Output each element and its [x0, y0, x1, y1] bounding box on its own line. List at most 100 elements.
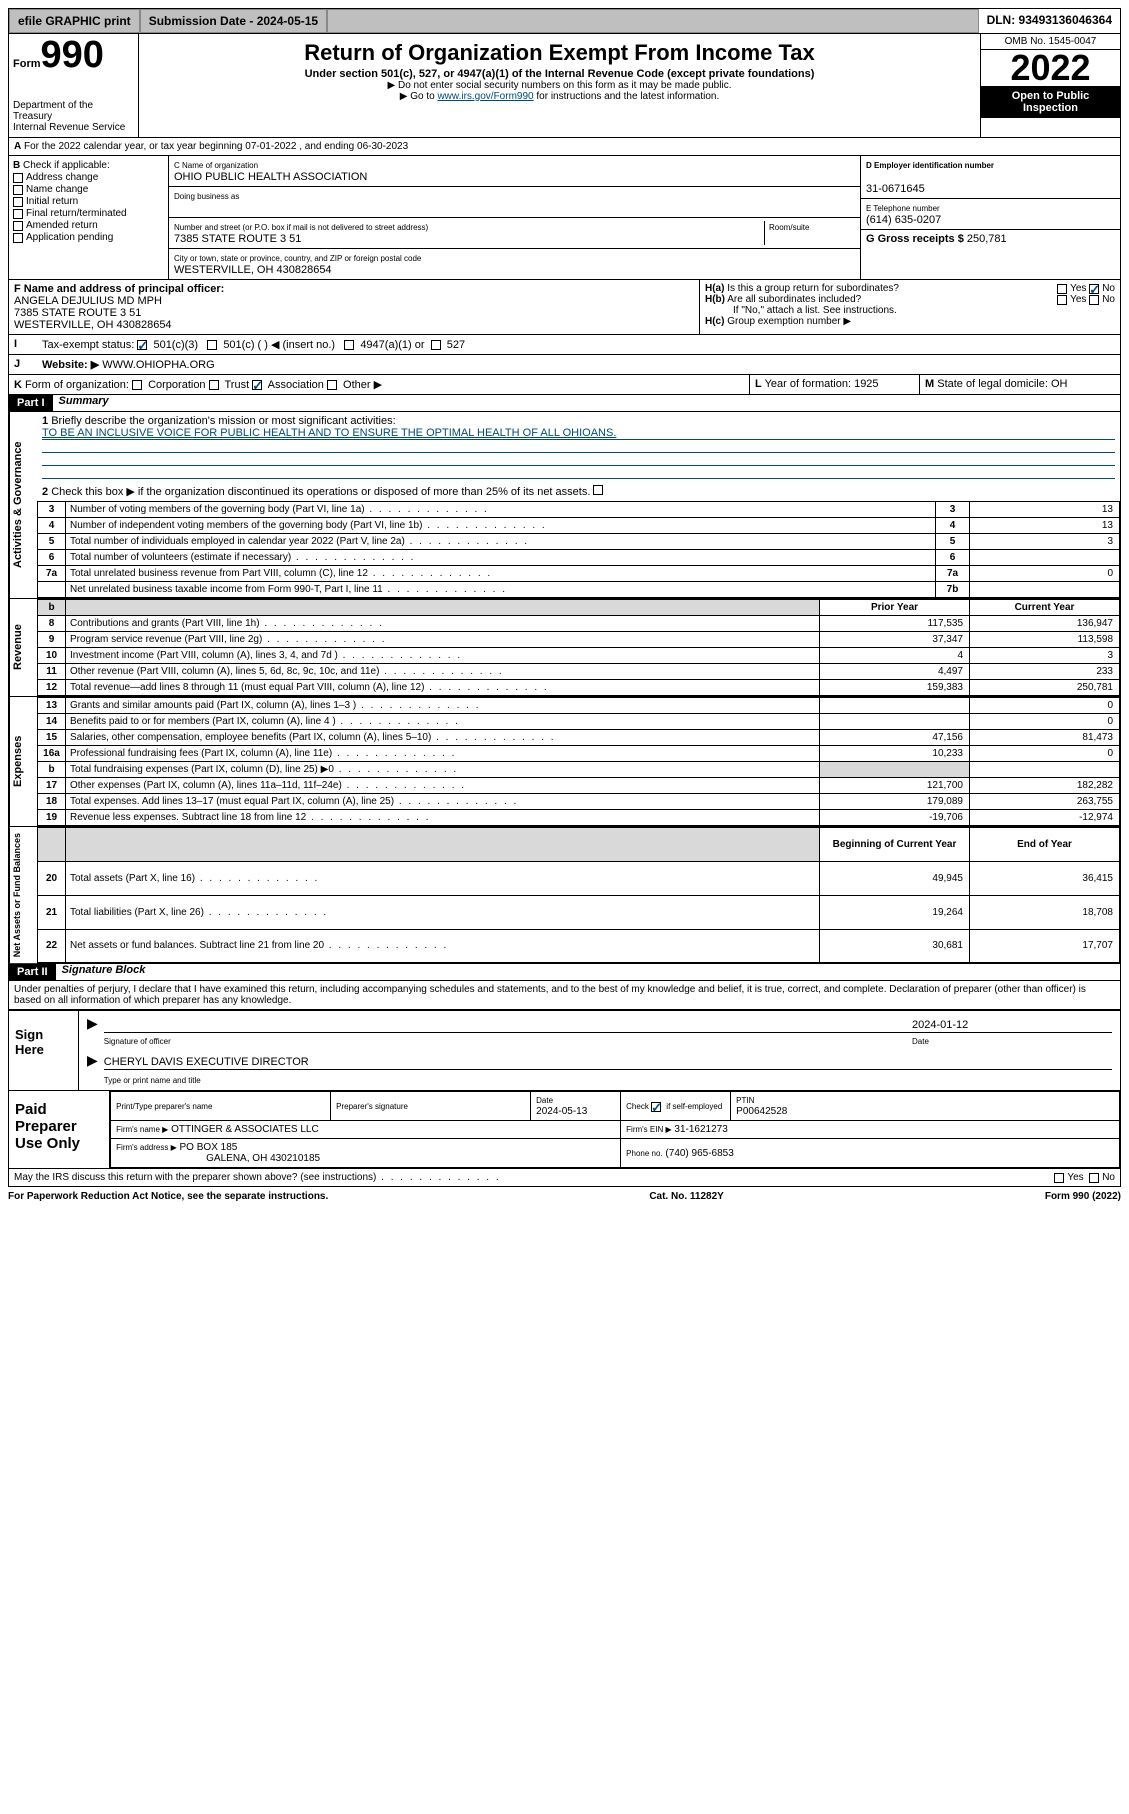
- f-lbl: F Name and address of principal officer:: [14, 283, 224, 295]
- firm: OTTINGER & ASSOCIATES LLC: [171, 1124, 319, 1135]
- prep-label: Paid Preparer Use Only: [9, 1091, 110, 1168]
- irs-link[interactable]: www.irs.gov/Form990: [437, 91, 533, 102]
- k-o1: Corporation: [148, 379, 205, 391]
- chk-corp[interactable]: [132, 380, 142, 390]
- a-prefix: A: [14, 141, 21, 152]
- officer-city: WESTERVILLE, OH 430828654: [14, 319, 172, 331]
- partii-bar: Part II: [9, 964, 56, 980]
- ha-no: No: [1102, 283, 1115, 294]
- i-lbl: Tax-exempt status:: [42, 339, 134, 351]
- chk-trust[interactable]: [209, 380, 219, 390]
- c-name-lbl: C Name of organization: [174, 161, 258, 170]
- mission-text[interactable]: TO BE AN INCLUSIVE VOICE FOR PUBLIC HEAL…: [42, 427, 616, 439]
- i-o4: 527: [447, 339, 465, 351]
- chk-4947[interactable]: [344, 340, 354, 350]
- d-no: No: [1102, 1172, 1115, 1183]
- m-val: State of legal domicile: OH: [937, 378, 1067, 390]
- section-bcd: B Check if applicable: Address change Na…: [8, 156, 1121, 280]
- q2: Check this box ▶ if the organization dis…: [51, 486, 590, 498]
- topbar-spacer: [327, 9, 978, 33]
- ps-lbl: Preparer's signature: [336, 1102, 408, 1111]
- chk-self-emp[interactable]: [651, 1102, 661, 1112]
- hb-no: No: [1102, 294, 1115, 305]
- chk-501c3[interactable]: [137, 340, 147, 350]
- open-inspection: Open to Public Inspection: [981, 86, 1120, 118]
- arrow-icon: ▶: [87, 1052, 98, 1086]
- i-o1: 501(c)(3): [153, 339, 198, 351]
- arrow-icon: ▶: [87, 1015, 98, 1046]
- sig-date: 2024-01-12: [912, 1019, 1112, 1032]
- parti-title: Summary: [53, 395, 109, 411]
- chk-hb-no[interactable]: [1089, 295, 1099, 305]
- officer-name: ANGELA DEJULIUS MD MPH: [14, 295, 162, 307]
- g-lbl: G Gross receipts $: [866, 233, 964, 245]
- faddr-lbl: Firm's address ▶: [116, 1143, 177, 1152]
- gross: 250,781: [967, 233, 1007, 245]
- side-exp: Expenses: [9, 697, 37, 826]
- city-lbl: City or town, state or province, country…: [174, 254, 421, 263]
- chk-ha-no[interactable]: [1089, 284, 1099, 294]
- note-pre: ▶ Go to: [400, 91, 438, 102]
- side-net: Net Assets or Fund Balances: [9, 827, 37, 963]
- d-lbl: D Employer identification number: [866, 161, 994, 170]
- form-subtitle: Under section 501(c), 527, or 4947(a)(1)…: [143, 68, 976, 80]
- note-ssn: ▶ Do not enter social security numbers o…: [143, 80, 976, 91]
- chk-initial[interactable]: [13, 197, 23, 207]
- footer: For Paperwork Reduction Act Notice, see …: [8, 1187, 1121, 1202]
- tax-year: 2022: [981, 50, 1120, 86]
- chk-ha-yes[interactable]: [1057, 284, 1067, 294]
- net-table: Beginning of Current YearEnd of Year20To…: [37, 827, 1120, 963]
- cat: Cat. No. 11282Y: [649, 1191, 723, 1202]
- expenses-section: Expenses 13Grants and similar amounts pa…: [8, 697, 1121, 827]
- line-j: J Website: ▶ WWW.OHIOPHA.ORG: [8, 355, 1121, 375]
- opt-name: Name change: [26, 184, 88, 195]
- hc: Group exemption number ▶: [727, 316, 851, 327]
- header-left: Form990 Department of the Treasury Inter…: [9, 34, 139, 137]
- topbar: efile GRAPHIC print Submission Date - 20…: [8, 8, 1121, 34]
- b-hdr: Check if applicable:: [23, 160, 110, 171]
- chk-amended[interactable]: [13, 221, 23, 231]
- col-d: D Employer identification number 31-06716…: [860, 156, 1120, 279]
- chk-q2[interactable]: [593, 485, 603, 495]
- j-lbl: Website: ▶: [42, 359, 99, 371]
- chk-pending[interactable]: [13, 233, 23, 243]
- chk-final[interactable]: [13, 209, 23, 219]
- officer-addr: 7385 STATE ROUTE 3 51: [14, 307, 141, 319]
- dln: DLN: 93493136046364: [979, 9, 1120, 33]
- chk-discuss-no[interactable]: [1089, 1173, 1099, 1183]
- opt-address: Address change: [26, 172, 98, 183]
- chk-discuss-yes[interactable]: [1054, 1173, 1064, 1183]
- ein-lbl: Firm's EIN ▶: [626, 1125, 671, 1134]
- form-label: Form: [13, 58, 41, 70]
- ha-yes: Yes: [1070, 283, 1086, 294]
- line-a: A For the 2022 calendar year, or tax yea…: [8, 138, 1121, 156]
- chk-assoc[interactable]: [252, 380, 262, 390]
- header-center: Return of Organization Exempt From Incom…: [139, 34, 980, 137]
- exp-table: 13Grants and similar amounts paid (Part …: [37, 697, 1120, 826]
- phone: (614) 635-0207: [866, 214, 941, 226]
- discuss-line: May the IRS discuss this return with the…: [8, 1169, 1121, 1187]
- opt-final: Final return/terminated: [26, 208, 127, 219]
- chk-name[interactable]: [13, 185, 23, 195]
- a-text: For the 2022 calendar year, or tax year …: [24, 141, 408, 152]
- k-o4: Other ▶: [343, 379, 382, 391]
- i-o3: 4947(a)(1) or: [360, 339, 424, 351]
- chk-527[interactable]: [431, 340, 441, 350]
- sigoff-lbl: Signature of officer: [104, 1037, 912, 1046]
- ein: 31-0671645: [866, 183, 925, 195]
- side-rev: Revenue: [9, 599, 37, 696]
- paid-preparer: Paid Preparer Use Only Print/Type prepar…: [8, 1091, 1121, 1169]
- org-address: 7385 STATE ROUTE 3 51: [174, 233, 301, 245]
- line-klm: K Form of organization: Corporation Trus…: [8, 375, 1121, 395]
- part-i-hdr: Part I Summary: [8, 395, 1121, 412]
- efile-print-button[interactable]: efile GRAPHIC print: [9, 9, 140, 33]
- chk-other[interactable]: [327, 380, 337, 390]
- chk-501c[interactable]: [207, 340, 217, 350]
- pdt: 2024-05-13: [536, 1106, 587, 1117]
- opt-initial: Initial return: [26, 196, 78, 207]
- chk-hb-yes[interactable]: [1057, 295, 1067, 305]
- k-o2: Trust: [224, 379, 249, 391]
- q1-lbl: Briefly describe the organization's miss…: [51, 415, 395, 427]
- ph-lbl: Phone no.: [626, 1149, 662, 1158]
- chk-address[interactable]: [13, 173, 23, 183]
